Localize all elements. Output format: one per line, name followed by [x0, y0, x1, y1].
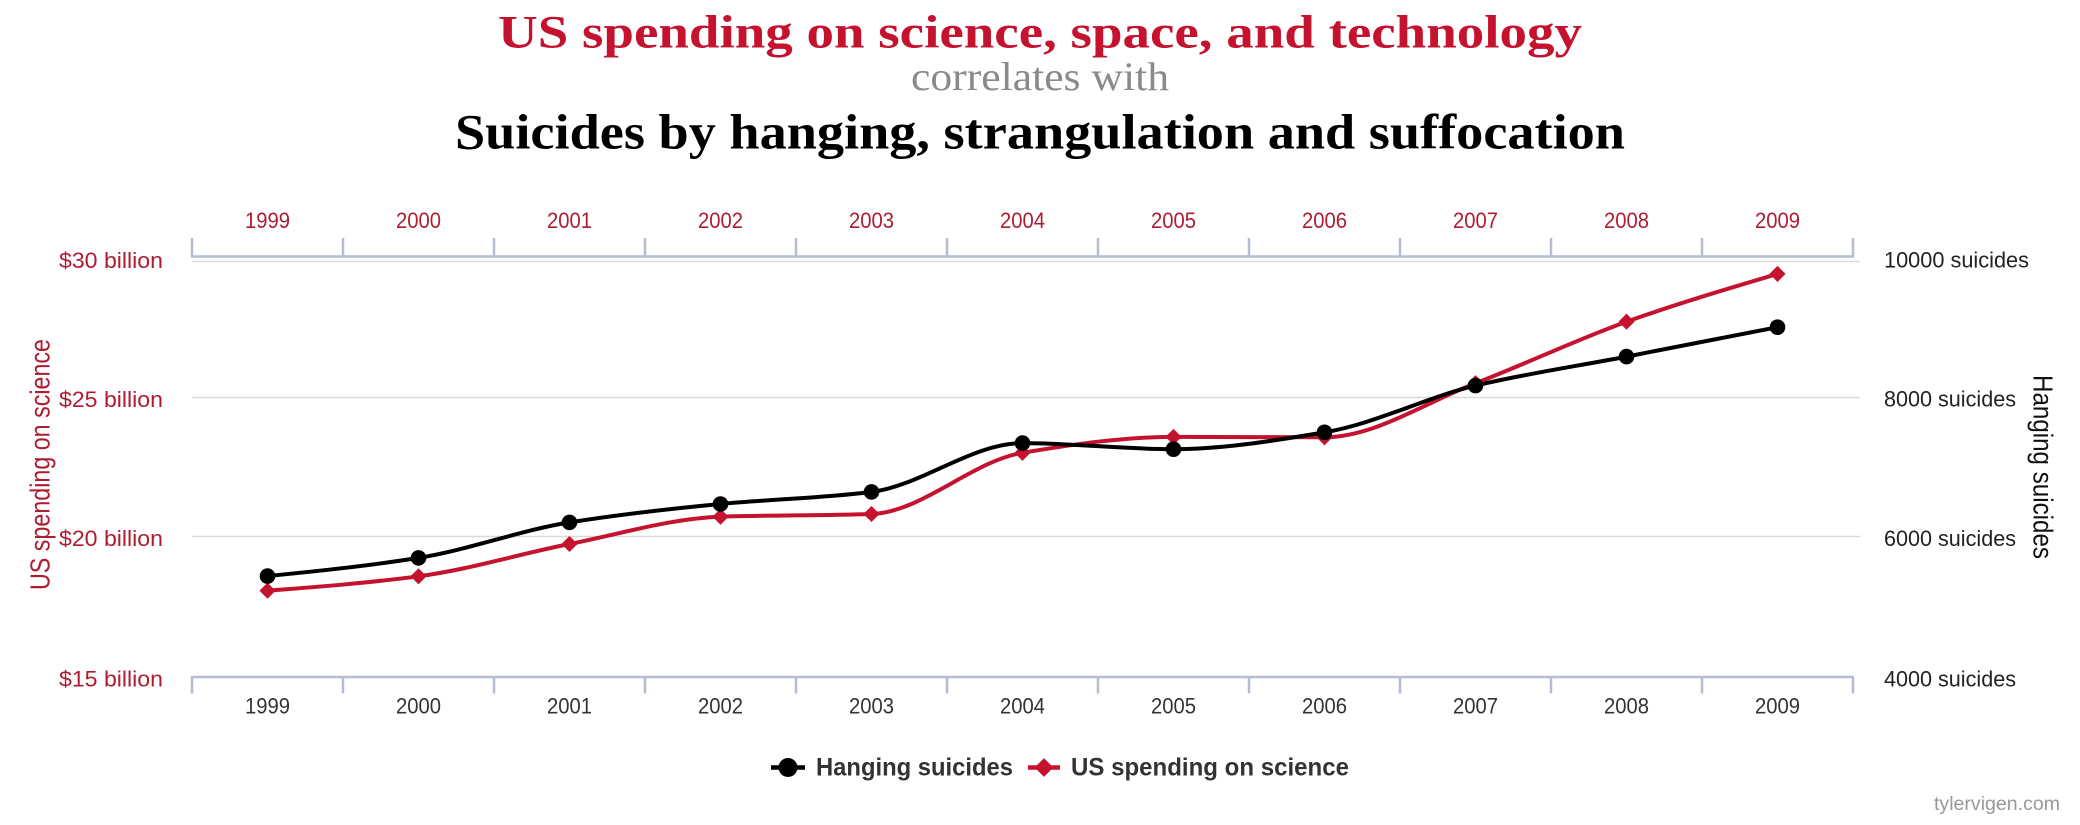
- svg-text:2005: 2005: [1151, 208, 1196, 233]
- svg-text:$30 billion: $30 billion: [59, 248, 163, 273]
- svg-text:2008: 2008: [1604, 694, 1649, 719]
- svg-text:Hanging suicides: Hanging suicides: [2028, 375, 2059, 559]
- svg-text:2003: 2003: [849, 208, 894, 233]
- svg-text:2005: 2005: [1151, 694, 1196, 719]
- svg-text:2004: 2004: [1000, 208, 1045, 233]
- svg-text:US spending on science: US spending on science: [25, 339, 56, 590]
- svg-text:$15 billion: $15 billion: [59, 666, 163, 691]
- svg-text:Hanging suicides: Hanging suicides: [816, 754, 1013, 782]
- svg-text:2009: 2009: [1755, 208, 1800, 233]
- svg-text:$25 billion: $25 billion: [59, 387, 163, 412]
- svg-text:2006: 2006: [1302, 208, 1347, 233]
- svg-text:2003: 2003: [849, 694, 894, 719]
- svg-text:2001: 2001: [547, 208, 592, 233]
- svg-text:2002: 2002: [698, 694, 743, 719]
- svg-text:2004: 2004: [1000, 694, 1045, 719]
- svg-text:4000 suicides: 4000 suicides: [1884, 667, 2016, 692]
- svg-text:2001: 2001: [547, 694, 592, 719]
- svg-text:2007: 2007: [1453, 208, 1498, 233]
- svg-text:1999: 1999: [245, 694, 290, 719]
- svg-text:2002: 2002: [698, 208, 743, 233]
- svg-text:$20 billion: $20 billion: [59, 526, 163, 551]
- svg-text:10000 suicides: 10000 suicides: [1884, 248, 2029, 273]
- svg-text:2000: 2000: [396, 208, 441, 233]
- svg-text:correlates with: correlates with: [911, 54, 1169, 99]
- svg-text:2000: 2000: [396, 694, 441, 719]
- svg-text:Suicides by hanging, strangula: Suicides by hanging, strangulation and s…: [455, 104, 1625, 160]
- svg-text:2009: 2009: [1755, 694, 1800, 719]
- svg-text:US spending on science: US spending on science: [1071, 754, 1349, 782]
- svg-text:6000 suicides: 6000 suicides: [1884, 526, 2016, 551]
- svg-text:1999: 1999: [245, 208, 290, 233]
- svg-text:8000 suicides: 8000 suicides: [1884, 387, 2016, 412]
- svg-text:US spending on science, space,: US spending on science, space, and techn…: [498, 7, 1583, 59]
- svg-text:2007: 2007: [1453, 694, 1498, 719]
- svg-text:2008: 2008: [1604, 208, 1649, 233]
- svg-text:2006: 2006: [1302, 694, 1347, 719]
- svg-text:tylervigen.com: tylervigen.com: [1934, 793, 2060, 815]
